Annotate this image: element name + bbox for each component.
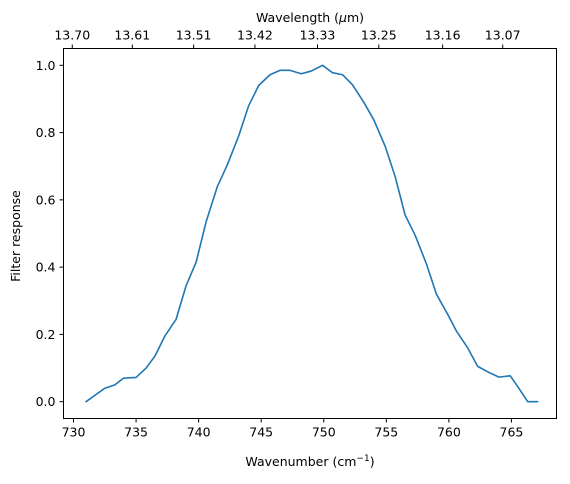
x-tick-label: 730 [62,425,86,440]
top-tick-label: 13.07 [485,28,521,43]
y-tick-label: 1.0 [36,58,56,73]
x-tick-label: 735 [124,425,148,440]
x-axis-top-label-prefix: Wavelength ( [256,10,339,25]
x-axis-top-label-symbol: μ [338,10,347,25]
x-tick-label: 750 [312,425,336,440]
top-tick-label: 13.42 [237,28,273,43]
x-axis-label-main: Wavenumber (cm [245,454,356,469]
x-axis-label-unit-exponent: −1 [356,454,369,464]
x-axis-top: 13.70 13.61 13.51 13.42 13.33 13.25 13.16 13.07 [54,28,521,49]
y-axis: 0.0 0.2 0.4 0.6 0.8 1.0 [36,58,64,409]
y-axis-label: Filter response [8,190,23,282]
top-tick-label: 13.51 [176,28,212,43]
x-tick-label: 740 [187,425,211,440]
x-tick-label: 760 [437,425,461,440]
plot-area [85,64,539,403]
top-tick-label: 13.25 [361,28,397,43]
top-tick-label: 13.61 [114,28,150,43]
top-tick-label: 13.70 [54,28,90,43]
x-axis-bottom: 730 735 740 745 750 755 760 765 [62,418,524,440]
x-axis-label-close: ) [370,454,375,469]
y-tick-label: 0.0 [36,394,56,409]
top-tick-label: 13.33 [300,28,336,43]
y-tick-label: 0.8 [36,125,56,140]
series-line-1 [85,64,539,403]
y-tick-label: 0.2 [36,327,56,342]
y-tick-label: 0.4 [36,260,56,275]
axes-frame [63,48,557,419]
x-axis-label: Wavenumber (cm−1) [245,454,374,469]
x-tick-label: 755 [374,425,398,440]
x-tick-label: 765 [500,425,524,440]
x-tick-label: 745 [249,425,273,440]
x-axis-top-label: Wavelength (μm) [256,10,364,25]
x-axis-top-label-suffix: m) [347,10,364,25]
y-tick-label: 0.6 [36,192,56,207]
top-tick-label: 13.16 [425,28,461,43]
